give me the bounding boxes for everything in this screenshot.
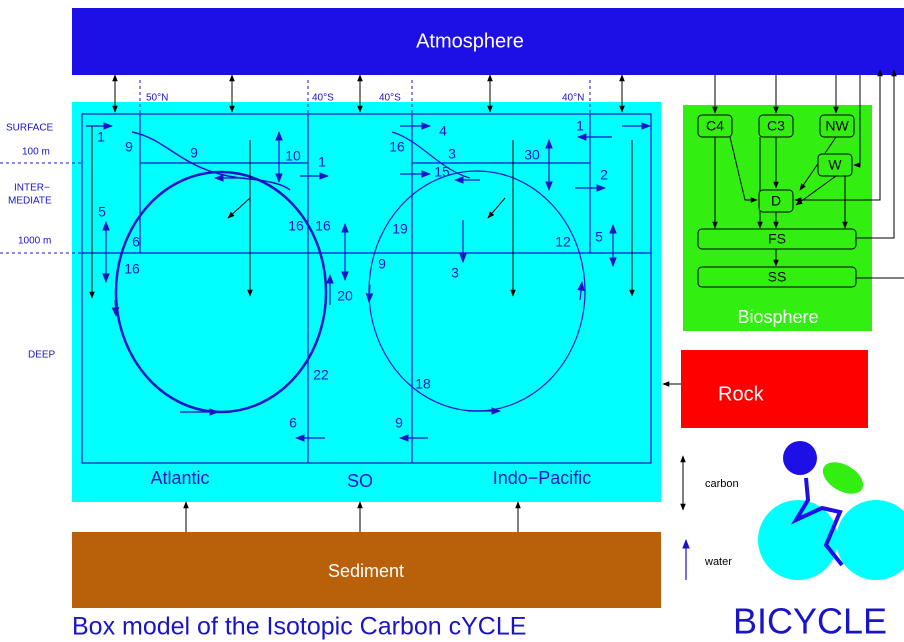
atmosphere-label: Atmosphere: [416, 30, 524, 52]
latitude-label: 40°S: [312, 93, 334, 104]
flux-label: 15: [434, 164, 450, 180]
ocean-box: [72, 102, 661, 502]
flux-label: 9: [190, 145, 198, 161]
depth-label: 1000 m: [18, 236, 51, 247]
compartment-label: FS: [768, 231, 786, 247]
flux-label: 5: [595, 229, 603, 245]
page-title: Box model of the Isotopic Carbon cYCLE: [72, 613, 526, 641]
depth-label: INTER−: [14, 183, 50, 194]
logo-title: BICYCLE: [733, 601, 887, 642]
rock-label: Rock: [718, 383, 765, 405]
compartment-label: SS: [768, 269, 787, 285]
legend-label: water: [704, 556, 732, 568]
flux-label: 1: [97, 129, 105, 145]
flux-label: 20: [337, 288, 353, 304]
flux-label: 12: [555, 234, 571, 250]
compartment-label: D: [771, 193, 781, 209]
flux-label: 4: [439, 123, 447, 139]
compartment-box: [758, 114, 794, 138]
basin-label: SO: [347, 471, 373, 491]
flux-label: 10: [285, 148, 301, 164]
flux-label: 3: [448, 146, 456, 162]
bicycle-logo: [758, 441, 904, 580]
depth-label: SURFACE: [6, 123, 54, 134]
compartment-box: [758, 189, 794, 213]
flux-label: 19: [392, 221, 408, 237]
biosphere-box: [683, 105, 872, 331]
latitude-label: 50°N: [146, 93, 168, 104]
depth-label: 100 m: [22, 147, 50, 158]
flux-label: 5: [98, 204, 106, 220]
depth-label: MEDIATE: [8, 196, 52, 207]
flux-label: 2: [600, 167, 608, 183]
legend-label: carbon: [705, 478, 739, 490]
flux-label: 9: [378, 256, 386, 272]
flux-label: 6: [132, 234, 140, 250]
carbon-arrows: [89, 74, 681, 547]
flux-label: 1: [318, 154, 326, 170]
flux-label: 6: [289, 415, 297, 431]
sediment-box: [72, 532, 661, 608]
latitude-lines: [0, 80, 591, 254]
flux-label: 16: [124, 261, 140, 277]
flux-label: 22: [313, 367, 329, 383]
sediment-label: Sediment: [328, 561, 404, 581]
compartment-label: NW: [825, 118, 849, 134]
compartment-box: [697, 114, 733, 138]
compartment-label: W: [828, 157, 842, 173]
biosphere-compartments: C4 C3 NW W D FS SS: [697, 114, 857, 288]
compartment-box: [697, 228, 857, 250]
compartment-box: [819, 114, 855, 138]
compartment-box: [817, 153, 853, 177]
atmosphere-box: [72, 8, 904, 75]
depth-label: DEEP: [28, 350, 56, 361]
basin-label: Atlantic: [150, 468, 209, 488]
biosphere-links: [712, 69, 904, 279]
flux-label: 1: [576, 118, 584, 134]
flux-label: 16: [288, 218, 304, 234]
compartment-label: C4: [706, 118, 724, 134]
latitude-label: 40°N: [562, 93, 584, 104]
rock-box: [681, 350, 868, 428]
compartment-label: C3: [767, 118, 785, 134]
water-arrows: [86, 122, 651, 442]
flux-label: 16: [315, 218, 331, 234]
flux-label: 16: [389, 139, 405, 155]
basin-label: Indo−Pacific: [493, 468, 592, 488]
compartment-box: [697, 266, 857, 288]
latitude-label: 40°S: [379, 93, 401, 104]
flux-label: 9: [125, 139, 133, 155]
flux-label: 18: [415, 376, 431, 392]
flux-label: 3: [451, 265, 459, 281]
flux-label: 9: [395, 415, 403, 431]
flux-label: 30: [524, 147, 540, 163]
biosphere-label: Biosphere: [737, 307, 818, 327]
